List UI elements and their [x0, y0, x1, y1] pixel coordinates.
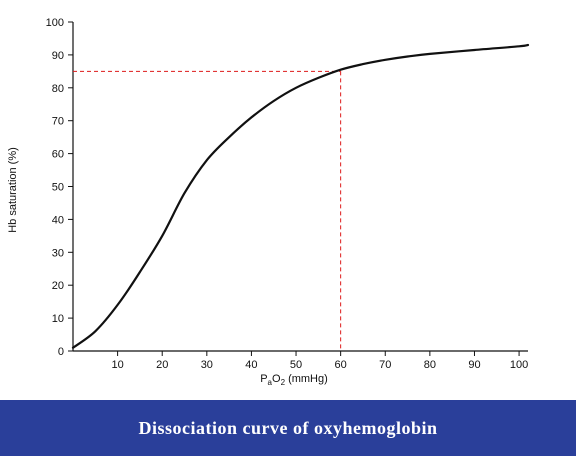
- ticks: 0 10 20 30 40 50 60 70 80 90 100 10 20 30 40 50 60 70 80 90…: [46, 17, 529, 371]
- y-tick-label: 60: [52, 149, 64, 161]
- reference-lines: [73, 70, 342, 351]
- y-tick-label: 40: [52, 214, 64, 226]
- y-tick-label: 0: [58, 346, 64, 358]
- x-tick-label: 70: [379, 359, 391, 371]
- y-tick-label: 30: [52, 247, 64, 259]
- x-axis-label-mid: O: [272, 373, 281, 385]
- y-tick-label: 100: [46, 17, 64, 29]
- y-axis-label: Hb saturation (%): [7, 147, 19, 233]
- x-tick-label: 80: [424, 359, 436, 371]
- y-tick-label: 10: [52, 313, 64, 325]
- x-tick-label: 10: [111, 359, 123, 371]
- oxyhemoglobin-chart: 0 10 20 30 40 50 60 70 80 90 100 10 20 30 40 50 60 70 80 90…: [7, 17, 530, 387]
- chart-area: 0 10 20 30 40 50 60 70 80 90 100 10 20 30 40 50 60 70 80 90…: [7, 17, 530, 387]
- x-axis-label-unit: (mmHg): [285, 373, 328, 385]
- x-axis-label: PaO2 (mmHg): [260, 373, 328, 387]
- caption-bar: Dissociation curve of oxyhemoglobin: [0, 400, 576, 456]
- dissociation-curve: [71, 43, 530, 349]
- x-axis-label-subscript-a: a: [268, 378, 273, 387]
- caption-text: Dissociation curve of oxyhemoglobin: [138, 417, 438, 438]
- curve-layer: [71, 43, 530, 349]
- x-tick-label: 50: [290, 359, 302, 371]
- x-tick-label: 100: [510, 359, 528, 371]
- x-axis-label-subscript-2: 2: [281, 378, 286, 387]
- x-tick-label: 30: [201, 359, 213, 371]
- y-tick-label: 20: [52, 280, 64, 292]
- x-tick-label: 20: [156, 359, 168, 371]
- x-tick-label: 40: [245, 359, 257, 371]
- x-tick-label: 90: [468, 359, 480, 371]
- x-tick-label: 60: [335, 359, 347, 371]
- y-tick-label: 80: [52, 83, 64, 95]
- y-tick-label: 50: [52, 182, 64, 194]
- x-axis-label-main: P: [260, 373, 267, 385]
- y-tick-label: 90: [52, 50, 64, 62]
- y-tick-label: 70: [52, 116, 64, 128]
